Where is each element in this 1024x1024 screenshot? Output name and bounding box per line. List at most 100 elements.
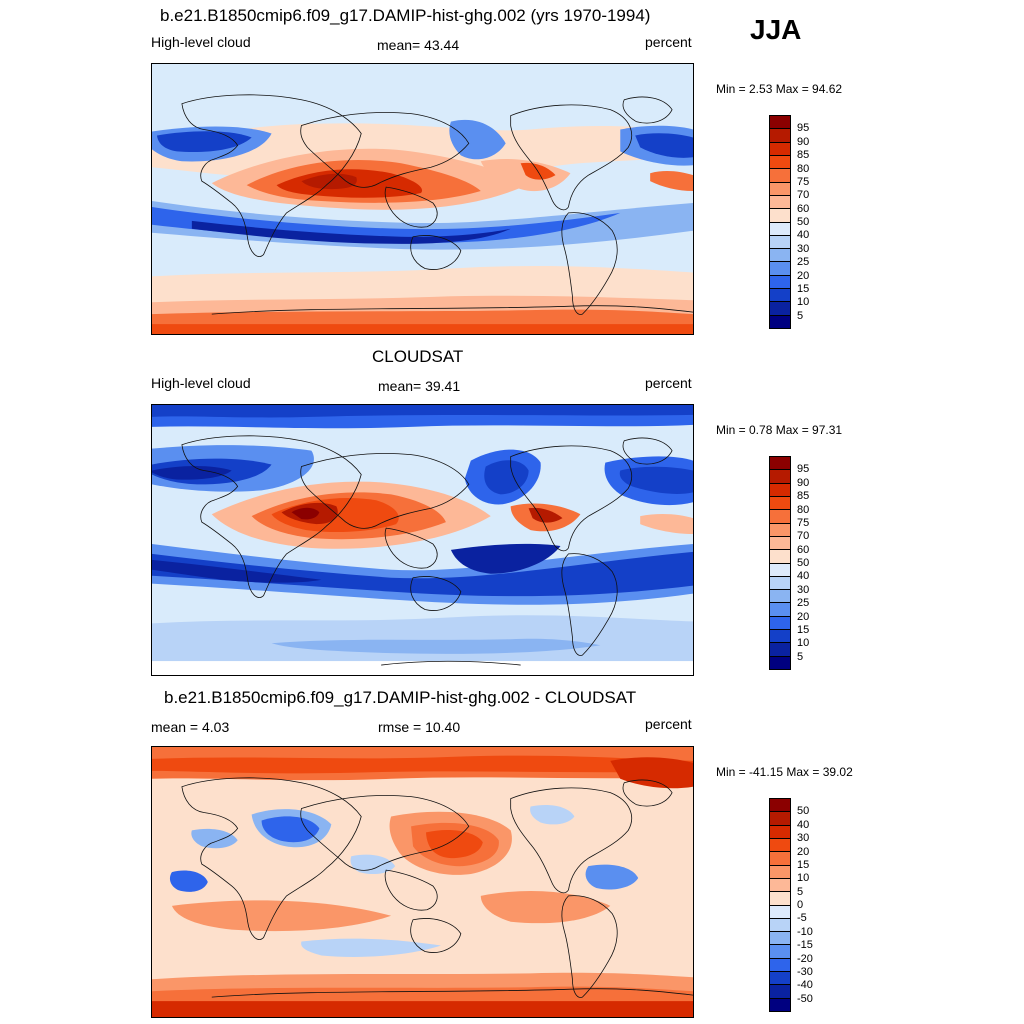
colorbar-swatch: [770, 865, 790, 879]
colorbar-tick-label: 70: [797, 189, 810, 202]
colorbar-swatch: [770, 155, 790, 170]
colorbar-swatch: [770, 603, 790, 617]
panel-1-contour-field: [152, 64, 693, 334]
panel-2-colorbar: [769, 456, 791, 670]
colorbar-swatch: [770, 289, 790, 303]
colorbar-tick-label: -40: [797, 979, 813, 992]
colorbar-tick-label: 25: [797, 256, 810, 269]
panel-3-mean-label: mean = 4.03: [151, 719, 230, 735]
colorbar-tick-label: 40: [797, 818, 810, 831]
colorbar-swatch: [770, 656, 790, 669]
colorbar-swatch: [770, 905, 790, 919]
panel-2-title: CLOUDSAT: [372, 347, 464, 366]
panel-3-colorbar-labels: 50 40 30 20 15 10 5 0 -5 -10 -15 -20 -30 -40 -50: [797, 798, 837, 1012]
colorbar-tick-label: -50: [797, 992, 813, 1005]
colorbar-swatch: [770, 643, 790, 657]
colorbar-swatch: [770, 510, 790, 524]
panel-3-map: [151, 746, 694, 1018]
panel-1-mean-label: mean= 43.44: [377, 37, 460, 53]
colorbar-tick-label: 80: [797, 503, 810, 516]
colorbar-tick-label: -10: [797, 925, 813, 938]
panel-1-minmax-label: Min = 2.53 Max = 94.62: [716, 82, 843, 96]
panel-2-mean-label: mean= 39.41: [378, 378, 461, 394]
colorbar-swatch: [770, 496, 790, 511]
colorbar-tick-label: 20: [797, 610, 810, 623]
colorbar-tick-label: 25: [797, 597, 810, 610]
colorbar-tick-label: 75: [797, 175, 810, 188]
colorbar-swatch: [770, 616, 790, 631]
colorbar-tick-label: 5: [797, 650, 804, 663]
colorbar-tick-label: -20: [797, 952, 813, 965]
colorbar-tick-label: 85: [797, 149, 810, 162]
panel-3-colorbar: [769, 798, 791, 1012]
colorbar-tick-label: 10: [797, 637, 810, 650]
colorbar-swatch: [770, 116, 790, 130]
colorbar-swatch: [770, 222, 790, 236]
panel-2-minmax-label: Min = 0.78 Max = 97.31: [716, 423, 843, 437]
panel-3-minmax-label: Min = -41.15 Max = 39.02: [716, 765, 853, 779]
panel-3-units-label: percent: [645, 716, 692, 732]
colorbar-tick-label: 95: [797, 463, 810, 476]
colorbar-swatch: [770, 483, 790, 497]
panel-1-colorbar: [769, 115, 791, 329]
colorbar-tick-label: 15: [797, 623, 810, 636]
panel-2-variable-label: High-level cloud: [151, 375, 251, 391]
colorbar-swatch: [770, 985, 790, 999]
panel-1-colorbar-labels: 95 90 85 80 75 70 60 50 40 30 25 20 15 10 5: [797, 115, 837, 329]
panel-3-title: b.e21.B1850cmip6.f09_g17.DAMIP-hist-ghg.…: [164, 688, 637, 707]
colorbar-tick-label: 90: [797, 135, 810, 148]
season-label: JJA: [750, 14, 802, 45]
colorbar-swatch: [770, 892, 790, 906]
colorbar-tick-label: 30: [797, 242, 810, 255]
colorbar-tick-label: 80: [797, 162, 810, 175]
colorbar-tick-label: 20: [797, 845, 810, 858]
colorbar-swatch: [770, 838, 790, 853]
colorbar-swatch: [770, 275, 790, 290]
colorbar-tick-label: -15: [797, 939, 813, 952]
colorbar-swatch: [770, 799, 790, 813]
colorbar-tick-label: 95: [797, 122, 810, 135]
panel-1-units-label: percent: [645, 34, 692, 50]
colorbar-tick-label: 60: [797, 202, 810, 215]
colorbar-swatch: [770, 262, 790, 276]
colorbar-swatch: [770, 169, 790, 183]
panel-1-map: [151, 63, 694, 335]
colorbar-tick-label: 0: [797, 899, 804, 911]
colorbar-swatch: [770, 932, 790, 946]
colorbar-tick-label: 50: [797, 805, 810, 818]
colorbar-swatch: [770, 249, 790, 263]
colorbar-tick-label: 5: [797, 309, 804, 322]
panel-2-map: [151, 404, 694, 676]
colorbar-swatch: [770, 470, 790, 484]
colorbar-tick-label: -5: [797, 912, 807, 925]
colorbar-swatch: [770, 878, 790, 893]
colorbar-tick-label: 40: [797, 570, 810, 583]
colorbar-tick-label: 15: [797, 858, 810, 871]
panel-3-rmse-label: rmse = 10.40: [378, 719, 461, 735]
colorbar-swatch: [770, 825, 790, 839]
colorbar-tick-label: 50: [797, 557, 810, 569]
panel-2-units-label: percent: [645, 375, 692, 391]
colorbar-tick-label: 85: [797, 490, 810, 503]
panel-2-contour-field: [152, 405, 693, 675]
colorbar-swatch: [770, 129, 790, 143]
colorbar-swatch: [770, 630, 790, 644]
panel-3-contour-field: [152, 747, 693, 1017]
panel-2-colorbar-labels: 95 90 85 80 75 70 60 50 40 30 25 20 15 10 5: [797, 456, 837, 670]
colorbar-swatch: [770, 536, 790, 551]
colorbar-swatch: [770, 918, 790, 933]
panel-1-variable-label: High-level cloud: [151, 34, 251, 50]
colorbar-swatch: [770, 576, 790, 591]
colorbar-tick-label: 70: [797, 530, 810, 543]
colorbar-swatch: [770, 235, 790, 250]
colorbar-tick-label: 10: [797, 872, 810, 885]
colorbar-swatch: [770, 315, 790, 328]
colorbar-swatch: [770, 563, 790, 577]
colorbar-tick-label: 90: [797, 476, 810, 489]
colorbar-tick-label: 5: [797, 885, 804, 898]
colorbar-tick-label: -30: [797, 965, 813, 978]
colorbar-swatch: [770, 998, 790, 1011]
colorbar-tick-label: 20: [797, 269, 810, 282]
colorbar-tick-label: 40: [797, 229, 810, 242]
colorbar-swatch: [770, 958, 790, 973]
